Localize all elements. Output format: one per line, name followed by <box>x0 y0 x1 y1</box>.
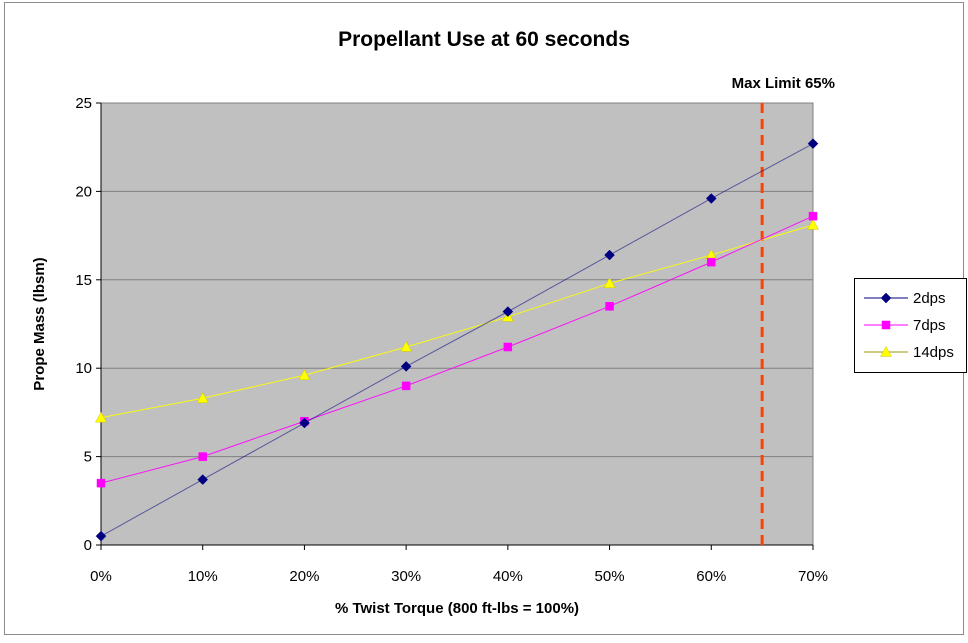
data-point-2dps <box>705 193 717 204</box>
legend-label-7dps: 7dps <box>913 317 946 334</box>
legend-marker-14dps <box>880 345 892 357</box>
legend-items: 2dps 7dps 14dps <box>864 290 954 361</box>
series-line-14dps <box>100 224 814 419</box>
data-point-7dps <box>707 257 716 267</box>
data-point-7dps <box>198 452 207 461</box>
y-tick-labels: 0 5 10 15 20 25 <box>75 95 92 554</box>
legend-label-14dps: 14dps <box>913 344 954 361</box>
y-tick-label: 5 <box>84 449 92 466</box>
data-point-2dps <box>400 361 412 372</box>
x-tick-label: 40% <box>493 568 523 585</box>
series-2dps <box>95 138 819 542</box>
gridlines <box>101 190 813 458</box>
axes <box>96 102 814 550</box>
data-point-7dps <box>808 211 818 221</box>
legend: 2dps 7dps 14dps <box>854 278 967 373</box>
data-point-7dps <box>605 302 614 311</box>
max-limit-annotation: Max Limit 65% <box>732 75 835 545</box>
legend-marker-2dps <box>880 292 892 304</box>
data-point-14dps <box>400 340 413 352</box>
data-point-14dps <box>603 277 616 288</box>
y-tick-label: 10 <box>75 360 92 377</box>
data-point-14dps <box>196 392 209 403</box>
data-point-14dps <box>298 369 311 380</box>
plot-area <box>100 102 814 546</box>
series-line-7dps <box>100 215 814 484</box>
data-point-2dps <box>502 306 514 317</box>
x-tick-label: 0% <box>90 568 112 585</box>
y-tick-label: 15 <box>75 272 92 289</box>
legend-marker-7dps <box>881 320 891 330</box>
y-tick-label: 20 <box>75 183 92 200</box>
x-tick-label: 20% <box>289 568 319 585</box>
max-limit-label: Max Limit 65% <box>732 75 835 92</box>
data-point-2dps <box>604 249 615 261</box>
x-tick-label: 50% <box>595 568 625 585</box>
x-tick-label: 10% <box>188 568 218 585</box>
data-point-2dps <box>299 417 310 429</box>
y-tick-label: 25 <box>75 95 92 112</box>
data-point-14dps <box>807 218 819 230</box>
data-point-7dps <box>96 478 106 488</box>
data-point-2dps <box>807 138 819 150</box>
x-tick-label: 30% <box>391 568 421 585</box>
series-layer <box>95 138 819 542</box>
x-tick-label: 60% <box>696 568 726 585</box>
series-line-2dps <box>100 143 814 537</box>
legend-label-2dps: 2dps <box>913 290 946 307</box>
y-axis-title: Prope Mass (lbsm) <box>31 257 48 390</box>
x-tick-labels: 0% 10% 20% 30% 40% 50% 60% 70% <box>90 568 828 585</box>
x-tick-label: 70% <box>798 568 828 585</box>
chart-title: Propellant Use at 60 seconds <box>338 28 630 51</box>
data-point-2dps <box>197 474 209 485</box>
data-point-7dps <box>401 381 411 391</box>
data-point-14dps <box>95 411 107 423</box>
data-point-7dps <box>503 342 513 352</box>
x-axis-title: % Twist Torque (800 ft-lbs = 100%) <box>335 600 579 617</box>
data-point-2dps <box>95 530 107 542</box>
y-tick-label: 0 <box>84 537 92 554</box>
